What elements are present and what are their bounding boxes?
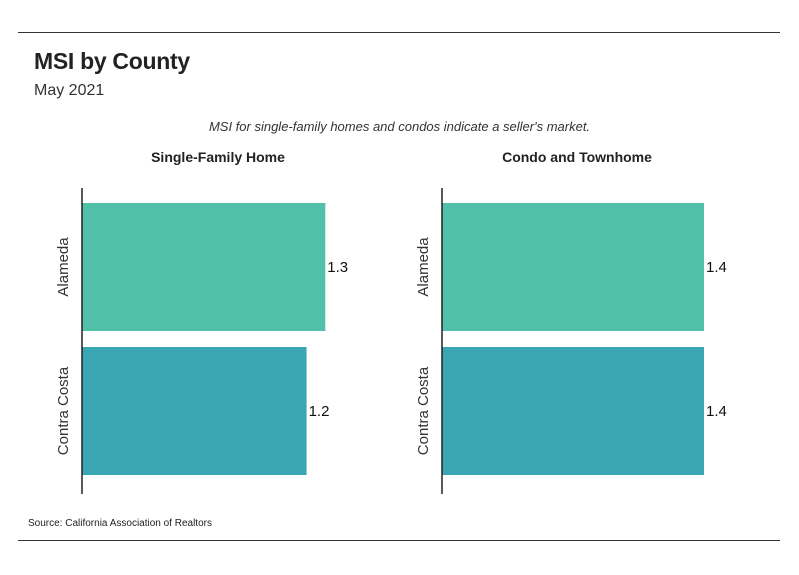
bar-single-family-contra-costa [82,347,307,475]
bar-condo-contra-costa [442,347,704,475]
chart-note: MSI for single-family homes and condos i… [208,119,591,134]
bar-single-family-alameda [82,203,326,331]
panel-title-single-family: Single-Family Home [151,149,285,165]
bottom-rule [18,540,780,541]
category-label-single-family-contra-costa: Contra Costa [55,366,72,455]
value-label-single-family-alameda: 1.3 [327,259,348,276]
value-label-single-family-contra-costa: 1.2 [309,403,330,420]
value-label-condo-contra-costa: 1.4 [706,403,727,420]
top-rule [18,32,780,33]
chart-title: MSI by County [34,48,190,74]
value-label-condo-alameda: 1.4 [706,259,727,276]
bar-condo-alameda [442,203,704,331]
panel-title-condo: Condo and Townhome [502,149,652,165]
source-note: Source: California Association of Realto… [28,518,212,529]
chart-subtitle: May 2021 [34,82,105,99]
category-label-condo-contra-costa: Contra Costa [415,366,432,455]
category-label-condo-alameda: Alameda [415,237,432,297]
category-label-single-family-alameda: Alameda [55,237,72,297]
